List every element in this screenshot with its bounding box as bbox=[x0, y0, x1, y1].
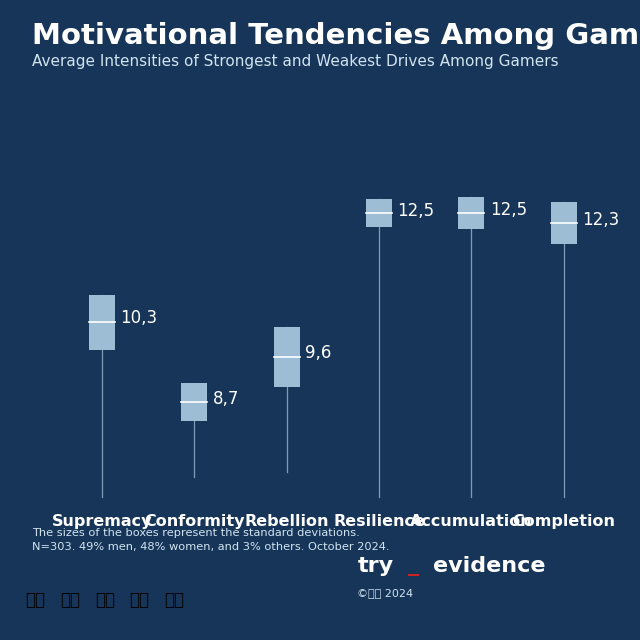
FancyBboxPatch shape bbox=[366, 199, 392, 227]
Text: Motivational Tendencies Among Gamers: Motivational Tendencies Among Gamers bbox=[32, 22, 640, 51]
Text: _: _ bbox=[408, 556, 420, 575]
Text: 10,3: 10,3 bbox=[120, 309, 157, 328]
FancyBboxPatch shape bbox=[89, 295, 115, 350]
Text: 🇺🇸: 🇺🇸 bbox=[26, 591, 45, 609]
Text: try: try bbox=[357, 556, 394, 575]
Text: 🇦🇺: 🇦🇺 bbox=[129, 591, 149, 609]
Text: Completion: Completion bbox=[512, 515, 615, 529]
Text: Conformity: Conformity bbox=[144, 515, 244, 529]
FancyBboxPatch shape bbox=[274, 328, 300, 387]
Text: Supremacy: Supremacy bbox=[52, 515, 152, 529]
Text: 12,5: 12,5 bbox=[397, 202, 435, 220]
Text: Resilience: Resilience bbox=[333, 515, 425, 529]
Text: ©ⓈⓈ 2024: ©ⓈⓈ 2024 bbox=[357, 588, 413, 598]
Text: 🇬🇧: 🇬🇧 bbox=[60, 591, 80, 609]
Text: Accumulation: Accumulation bbox=[410, 515, 532, 529]
Text: Rebellion: Rebellion bbox=[244, 515, 329, 529]
Text: Average Intensities of Strongest and Weakest Drives Among Gamers: Average Intensities of Strongest and Wea… bbox=[32, 54, 559, 69]
FancyBboxPatch shape bbox=[550, 202, 577, 244]
Text: 8,7: 8,7 bbox=[212, 390, 239, 408]
FancyBboxPatch shape bbox=[458, 197, 484, 228]
FancyBboxPatch shape bbox=[181, 383, 207, 421]
Text: 🇮🇪: 🇮🇪 bbox=[95, 591, 115, 609]
Text: 9,6: 9,6 bbox=[305, 344, 332, 362]
Text: 🇨🇦: 🇨🇦 bbox=[164, 591, 184, 609]
Text: 12,5: 12,5 bbox=[490, 202, 527, 220]
Text: evidence: evidence bbox=[433, 556, 545, 575]
Text: 12,3: 12,3 bbox=[582, 211, 620, 228]
Text: The sizes of the boxes represent the standard deviations.
N=303. 49% men, 48% wo: The sizes of the boxes represent the sta… bbox=[32, 528, 390, 552]
